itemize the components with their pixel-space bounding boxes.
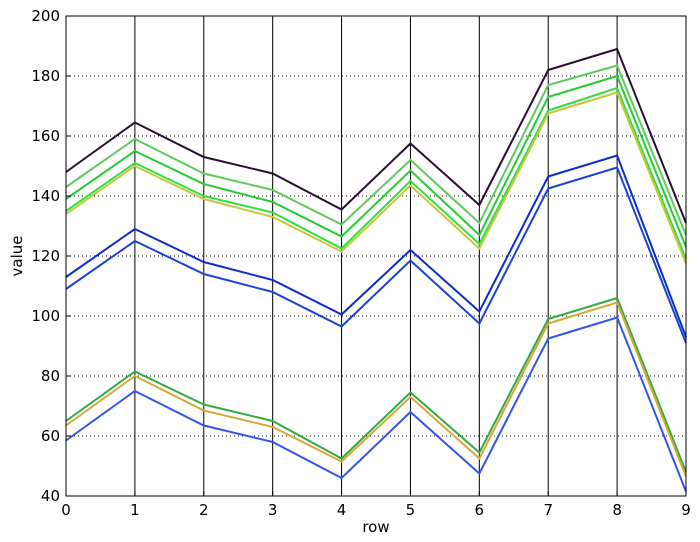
x-tick-label: 4 <box>337 501 347 519</box>
grid <box>66 16 686 496</box>
y-tick-label: 180 <box>31 67 60 85</box>
series-line-9 <box>65 301 687 477</box>
x-tick-label: 2 <box>199 501 209 519</box>
series-line-4 <box>65 86 687 260</box>
ticks: 0 1 2 3 4 5 6 7 8 9 40 60 80 100 120 140 160 180 200 <box>31 7 690 519</box>
x-tick-label: 9 <box>681 501 691 519</box>
x-tick-label: 5 <box>406 501 416 519</box>
y-tick-label: 120 <box>31 247 60 265</box>
x-tick-label: 7 <box>543 501 553 519</box>
y-tick-label: 100 <box>31 307 60 325</box>
y-tick-label: 160 <box>31 127 60 145</box>
series-line-1 <box>65 47 687 224</box>
series-line-3 <box>65 74 687 248</box>
y-tick-label: 60 <box>41 427 60 445</box>
y-axis-label: value <box>8 236 26 277</box>
y-tick-label: 200 <box>31 7 60 25</box>
y-tick-label: 40 <box>41 487 60 505</box>
series-group <box>65 47 687 492</box>
series-line-2 <box>65 64 687 236</box>
x-tick-label: 1 <box>130 501 140 519</box>
x-tick-label: 8 <box>612 501 622 519</box>
x-tick-label: 6 <box>475 501 485 519</box>
x-tick-label: 0 <box>61 501 71 519</box>
series-line-6 <box>65 154 687 338</box>
series-line-8 <box>65 296 687 473</box>
y-tick-label: 140 <box>31 187 60 205</box>
series-line-7 <box>65 166 687 344</box>
y-tick-label: 80 <box>41 367 60 385</box>
x-tick-label: 3 <box>268 501 278 519</box>
series-line-5 <box>65 91 687 264</box>
series-line-10 <box>65 316 687 492</box>
x-axis-label: row <box>362 518 389 536</box>
